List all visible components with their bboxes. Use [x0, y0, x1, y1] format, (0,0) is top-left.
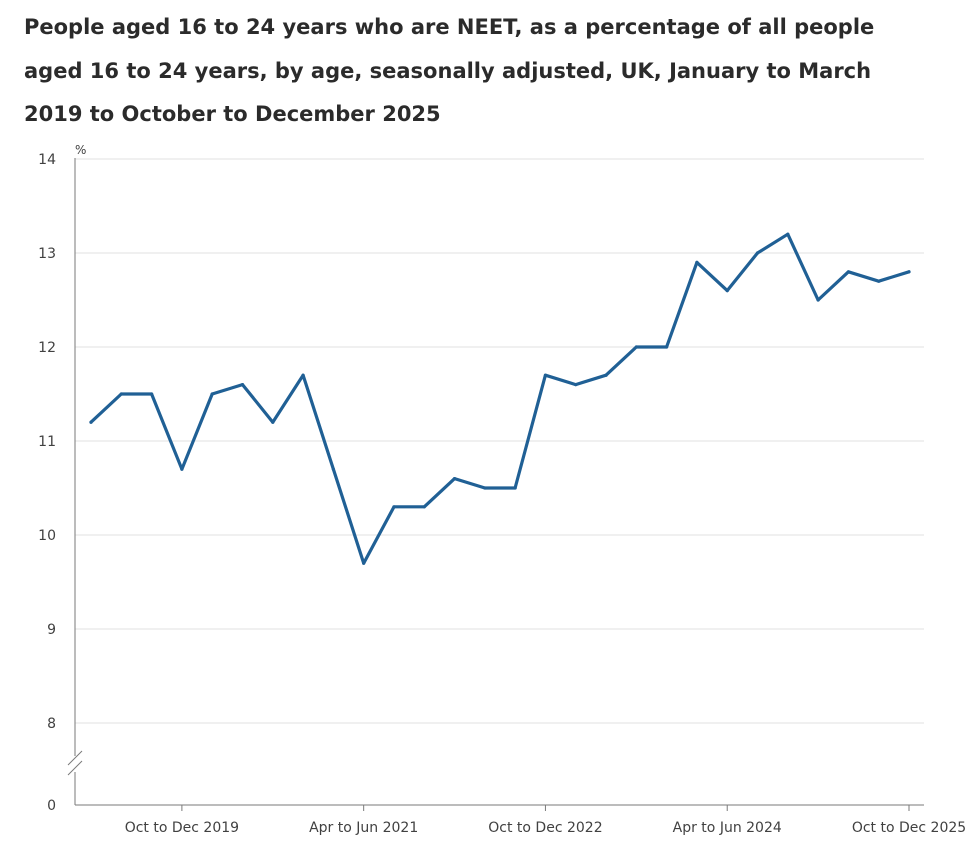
axis-break-marker [66, 750, 84, 776]
x-axis-ticks: Oct to Dec 2019 Apr to Jun 2021 Oct to Dec… [125, 805, 966, 836]
data-point [180, 467, 184, 471]
data-point [816, 298, 820, 302]
data-point [513, 486, 517, 490]
data-point [119, 392, 123, 396]
y-tick-label-9: 9 [47, 622, 56, 638]
data-point [574, 383, 578, 387]
y-tick-label-8: 8 [47, 716, 56, 732]
y-tick-label-13: 13 [38, 246, 56, 262]
data-point [604, 373, 608, 377]
series-layer [89, 232, 911, 565]
gridlines [75, 158, 924, 724]
data-point [755, 251, 760, 255]
chart-title-line-1: People aged 16 to 24 years who are NEET,… [24, 15, 875, 39]
x-tick-label: Oct to Dec 2022 [488, 820, 602, 836]
data-point [877, 279, 881, 283]
y-tick-label-zero: 0 [47, 798, 56, 814]
y-tick-label-12: 12 [38, 340, 56, 356]
y-tick-label-14: 14 [38, 152, 56, 168]
data-point [331, 467, 335, 471]
data-point [634, 345, 638, 349]
data-point [452, 477, 457, 481]
series-line [89, 232, 911, 565]
data-point [392, 505, 396, 509]
x-tick-label: Apr to Jun 2024 [673, 820, 782, 836]
data-point [301, 373, 305, 377]
data-point [210, 392, 214, 396]
x-tick-label: Oct to Dec 2019 [125, 820, 239, 836]
y-tick-label-11: 11 [38, 434, 56, 450]
data-point [422, 505, 426, 509]
data-point [89, 420, 93, 424]
data-point [725, 289, 729, 293]
data-point [271, 420, 275, 424]
data-point [907, 270, 911, 274]
x-tick-label: Apr to Jun 2021 [309, 820, 418, 836]
data-point [149, 392, 154, 396]
chart-title-line-3: 2019 to October to December 2025 [24, 102, 441, 126]
chart-title: People aged 16 to 24 years who are NEET,… [24, 6, 904, 137]
y-axis-unit-label: % [75, 143, 86, 157]
data-point [695, 260, 699, 264]
data-point [362, 561, 366, 565]
x-tick-label: Oct to Dec 2025 [852, 820, 966, 836]
data-point [543, 373, 548, 377]
data-point [846, 270, 851, 274]
data-point [665, 345, 669, 349]
y-axis-tick-labels: 14 13 12 11 10 9 8 [38, 152, 56, 732]
y-tick-label-10: 10 [38, 528, 56, 544]
data-point [786, 232, 790, 236]
data-point [483, 486, 487, 490]
chart-title-line-2: aged 16 to 24 years, by age, seasonally … [24, 58, 872, 83]
data-point [240, 383, 245, 387]
